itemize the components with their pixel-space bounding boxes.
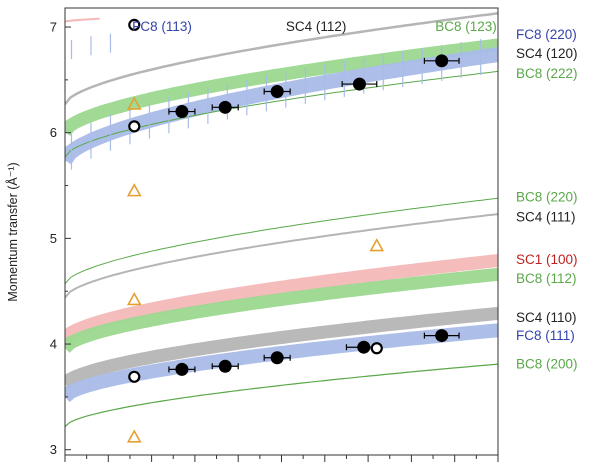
x-axis-ticks	[64, 455, 499, 462]
right-band-label: SC1 (100)	[516, 252, 578, 267]
y-tick-label: 6	[50, 125, 57, 140]
right-band-label: SC4 (110)	[516, 310, 577, 325]
filled-data-point	[270, 84, 284, 98]
right-band-label: FC8 (220)	[516, 27, 577, 42]
right-band-label: BC8 (200)	[516, 357, 578, 372]
open-data-point	[128, 370, 141, 383]
data-markers	[126, 18, 460, 443]
band-line	[65, 12, 498, 105]
y-axis-ticks: 3 4 5 6 7	[50, 20, 71, 457]
y-tick-label: 4	[50, 337, 57, 352]
open-data-point	[370, 342, 383, 355]
triangle-data-point	[126, 292, 142, 306]
open-data-point	[128, 120, 141, 133]
filled-data-point	[218, 100, 232, 114]
filled-data-point	[357, 340, 371, 354]
triangle-data-point	[369, 238, 385, 252]
y-tick-label: 3	[50, 442, 57, 457]
top-band-labels: FC8 (113) SC4 (112) BC8 (123)	[132, 19, 497, 34]
filled-data-point	[218, 359, 232, 373]
filled-data-point	[175, 362, 189, 376]
right-band-label: FC8 (111)	[516, 328, 575, 343]
y-tick-label: 5	[50, 231, 57, 246]
filled-data-point	[175, 105, 189, 119]
filled-data-point	[352, 77, 366, 91]
triangle-data-point	[126, 183, 142, 197]
top-band-label: FC8 (113)	[132, 19, 192, 34]
triangle-data-point	[126, 96, 142, 110]
open-data-point	[128, 18, 141, 32]
band-line	[65, 197, 498, 285]
band-line	[65, 363, 498, 427]
filled-data-point	[435, 329, 449, 343]
filled-data-point	[435, 54, 449, 68]
band-curve	[65, 306, 498, 389]
y-axis-label: Momentum transfer (Å⁻¹)	[5, 162, 20, 301]
right-band-label: BC8 (222)	[516, 66, 578, 81]
right-band-label: SC4 (111)	[516, 210, 576, 225]
band-line	[65, 213, 498, 299]
y-tick-label: 7	[50, 20, 57, 35]
right-band-label: BC8 (112)	[516, 271, 577, 286]
band-line	[65, 17, 100, 23]
right-band-label: SC4 (120)	[516, 46, 578, 61]
band-curve	[65, 254, 498, 344]
top-band-label: BC8 (123)	[435, 19, 497, 34]
triangle-data-point	[126, 429, 142, 443]
right-band-label: BC8 (220)	[516, 190, 578, 205]
band-curve	[65, 267, 498, 353]
right-band-labels: FC8 (220) SC4 (120) BC8 (222) BC8 (220) SC4 …	[516, 27, 578, 372]
top-band-label: SC4 (112)	[286, 19, 347, 34]
filled-data-point	[270, 351, 284, 365]
